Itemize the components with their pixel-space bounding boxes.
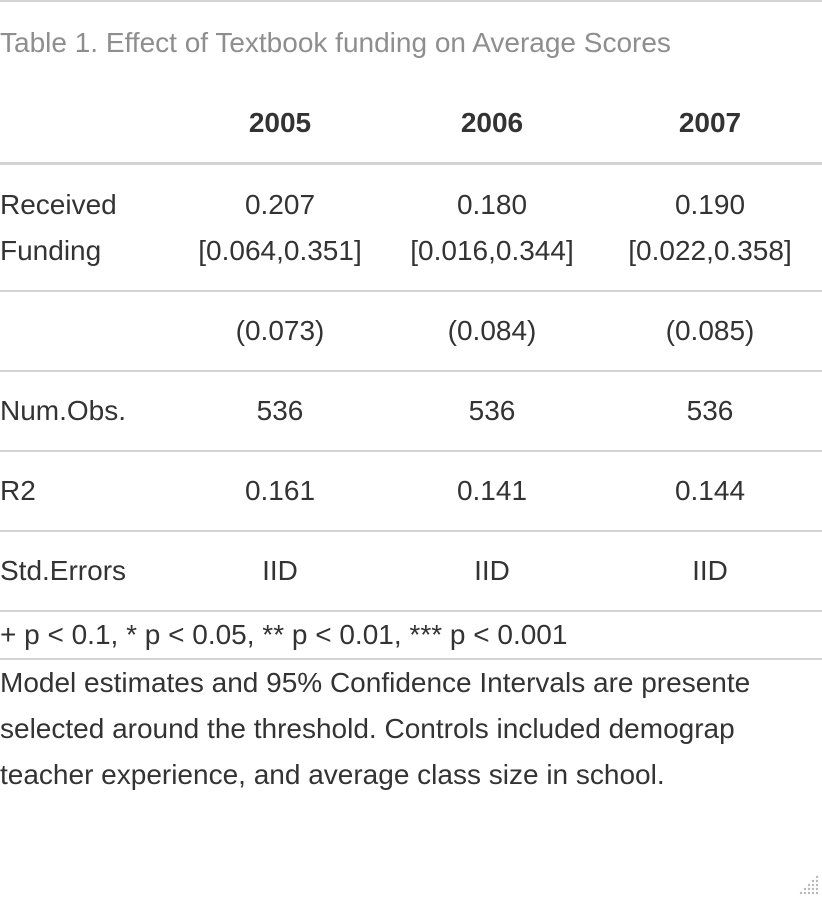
table-cell: 0.207 [0.064,0.351] bbox=[174, 163, 386, 292]
confidence-interval: [0.022,0.358] bbox=[628, 234, 792, 266]
column-header-2006: 2006 bbox=[386, 84, 598, 165]
row-label bbox=[0, 291, 174, 372]
table-cell: 0.141 bbox=[386, 451, 598, 532]
confidence-interval: [0.016,0.344] bbox=[410, 234, 574, 266]
model-note-line: Model estimates and 95% Confidence Inter… bbox=[0, 667, 751, 698]
row-label: R2 bbox=[0, 451, 174, 532]
table-row-r2: R2 0.161 0.141 0.144 bbox=[0, 451, 822, 532]
table-cell: 0.144 bbox=[598, 451, 822, 532]
row-label: Received Funding bbox=[0, 163, 174, 292]
row-label-line: Funding bbox=[0, 234, 102, 266]
regression-table: 2005 2006 2007 Received Funding 0.207 [0… bbox=[0, 84, 822, 612]
model-note-line: teacher experience, and average class si… bbox=[0, 759, 665, 790]
table-cell: 0.190 [0.022,0.358] bbox=[598, 163, 822, 292]
top-rule bbox=[0, 0, 822, 2]
confidence-interval: [0.064,0.351] bbox=[198, 234, 362, 266]
model-note-line: selected around the threshold. Controls … bbox=[0, 713, 735, 744]
table-cell: IID bbox=[174, 531, 386, 612]
row-label-line: Received bbox=[0, 188, 117, 220]
table-row-std-errors: Std.Errors IID IID IID bbox=[0, 531, 822, 612]
column-header-2005: 2005 bbox=[174, 84, 386, 165]
table-cell: IID bbox=[598, 531, 822, 612]
row-label: Std.Errors bbox=[0, 531, 174, 612]
table-cell: 536 bbox=[386, 371, 598, 452]
header-row: 2005 2006 2007 bbox=[0, 84, 822, 165]
table-row-standard-error: (0.073) (0.084) (0.085) bbox=[0, 291, 822, 372]
table-cell: 536 bbox=[174, 371, 386, 452]
estimate: 0.190 bbox=[674, 188, 746, 220]
table-cell: IID bbox=[386, 531, 598, 612]
row-label: Num.Obs. bbox=[0, 371, 174, 452]
column-header-2007: 2007 bbox=[598, 84, 822, 165]
estimate: 0.180 bbox=[456, 188, 528, 220]
table-cell: (0.085) bbox=[598, 291, 822, 372]
table-cell: 0.180 [0.016,0.344] bbox=[386, 163, 598, 292]
table-cell: (0.084) bbox=[386, 291, 598, 372]
table-cell: (0.073) bbox=[174, 291, 386, 372]
table-row-received-funding: Received Funding 0.207 [0.064,0.351] 0.1… bbox=[0, 163, 822, 292]
column-header-blank bbox=[0, 84, 174, 165]
significance-footnote: + p < 0.1, * p < 0.05, ** p < 0.01, *** … bbox=[0, 612, 822, 660]
estimate: 0.207 bbox=[244, 188, 316, 220]
table-row-num-obs: Num.Obs. 536 536 536 bbox=[0, 371, 822, 452]
model-note: Model estimates and 95% Confidence Inter… bbox=[0, 660, 822, 798]
table-cell: 0.161 bbox=[174, 451, 386, 532]
table-cell: 536 bbox=[598, 371, 822, 452]
resize-grip-icon[interactable] bbox=[794, 872, 820, 898]
table-caption: Table 1. Effect of Textbook funding on A… bbox=[0, 27, 671, 58]
